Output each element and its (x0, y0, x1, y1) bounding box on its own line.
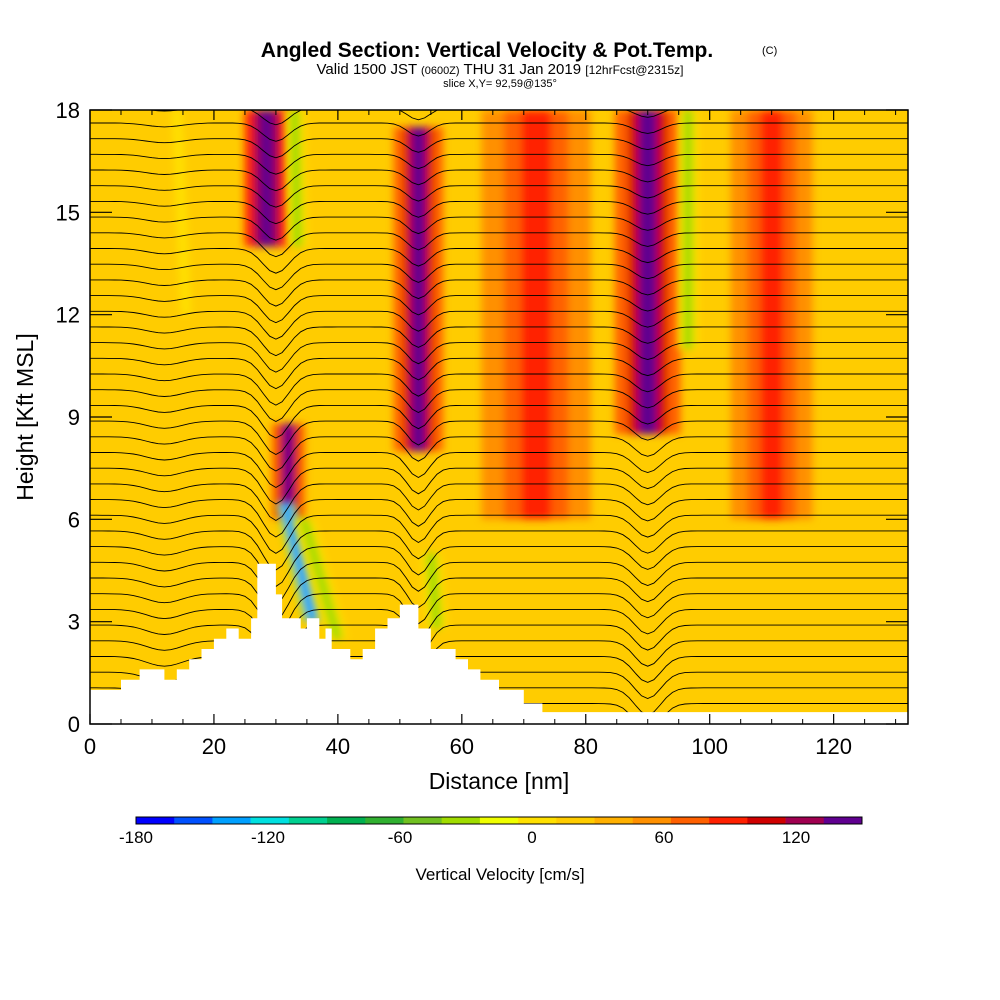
colorbar-swatch (442, 817, 481, 824)
colorbar-swatch (556, 817, 595, 824)
subtitle-valid-time: Valid 1500 JST (317, 61, 417, 78)
updraft-region (394, 127, 443, 451)
updraft-region (482, 110, 591, 519)
colorbar-swatch (136, 817, 175, 824)
colorbar-tick-label: -180 (119, 828, 153, 847)
colorbar-swatch (327, 817, 366, 824)
subtitle-utc: (0600Z) (421, 65, 460, 77)
colorbar-tick-label: -60 (388, 828, 413, 847)
updraft-core (639, 110, 657, 434)
x-tick-label: 20 (202, 734, 226, 759)
downdraft-region (678, 110, 698, 349)
colorbar-swatch (633, 817, 672, 824)
colorbar-swatch (824, 817, 863, 824)
y-tick-label: 12 (56, 303, 80, 328)
colorbar-swatch (786, 817, 825, 824)
updraft-region (245, 110, 289, 246)
subtitle-date: THU 31 Jan 2019 (463, 61, 581, 78)
colorbar-swatch (480, 817, 519, 824)
colorbar: -180 -120 -60 0 60 120 (119, 817, 862, 847)
cross-section-figure: Angled Section: Vertical Velocity & Pot.… (0, 0, 1000, 1000)
colorbar-tick-label: 60 (655, 828, 674, 847)
colorbar-tick-label: 0 (527, 828, 536, 847)
plot-area (90, 92, 908, 752)
colorbar-swatch (289, 817, 328, 824)
colorbar-swatch (212, 817, 251, 824)
x-tick-label: 40 (326, 734, 350, 759)
downdraft-core (683, 110, 693, 349)
slice-info: slice X,Y= 92,59@135° (443, 78, 557, 90)
y-tick-label: 18 (56, 98, 80, 123)
colorbar-swatch (671, 817, 710, 824)
colorbar-title: Vertical Velocity [cm/s] (415, 865, 584, 884)
y-tick-label: 6 (68, 507, 80, 532)
colorbar-swatch (403, 817, 442, 824)
x-axis-label: Distance [nm] (429, 768, 570, 794)
colorbar-tick-label: 120 (782, 828, 810, 847)
chart-title-unit: (C) (762, 45, 777, 57)
updraft-core (261, 110, 273, 246)
updraft-region (731, 110, 813, 519)
updraft-core (521, 110, 551, 519)
y-tick-label: 0 (68, 712, 80, 737)
colorbar-swatch (251, 817, 290, 824)
colorbar-swatch (518, 817, 557, 824)
theta-contour (90, 92, 908, 109)
colorbar-swatch (709, 817, 748, 824)
y-tick-label: 15 (56, 200, 80, 225)
colorbar-swatch (365, 817, 404, 824)
colorbar-swatch (595, 817, 634, 824)
x-tick-label: 60 (450, 734, 474, 759)
x-tick-label: 120 (815, 734, 852, 759)
x-tick-label: 80 (574, 734, 598, 759)
colorbar-swatch (174, 817, 213, 824)
chart-subtitle: Valid 1500 JST (0600Z) THU 31 Jan 2019 [… (317, 61, 684, 78)
x-tick-label: 0 (84, 734, 96, 759)
updraft-core (412, 127, 425, 451)
colorbar-swatch (747, 817, 786, 824)
downdraft-region (285, 110, 308, 246)
colorbar-tick-label: -120 (251, 828, 285, 847)
updraft-core (761, 110, 783, 519)
y-axis-label: Height [Kft MSL] (12, 333, 38, 500)
y-tick-label: 9 (68, 405, 80, 430)
chart-title: Angled Section: Vertical Velocity & Pot.… (261, 39, 713, 62)
updraft-region (615, 110, 680, 434)
x-tick-label: 100 (691, 734, 728, 759)
y-tick-label: 3 (68, 610, 80, 635)
subtitle-forecast: [12hrFcst@2315z] (585, 63, 683, 77)
